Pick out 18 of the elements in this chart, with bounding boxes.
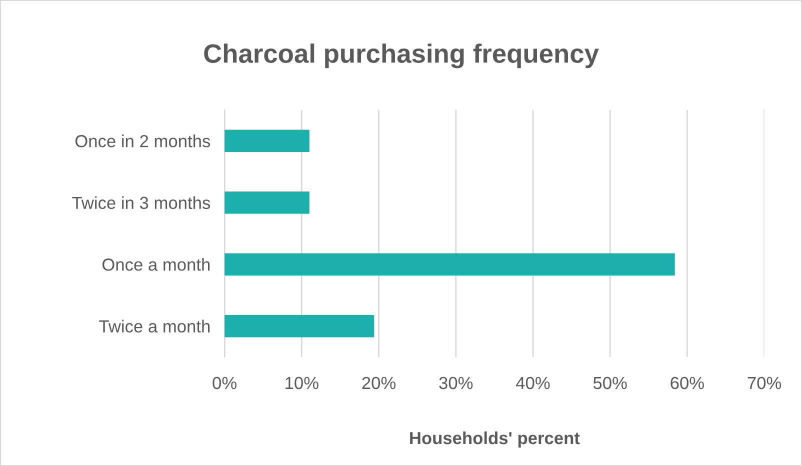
y-tick-label: Twice a month: [99, 320, 210, 333]
bar: [224, 314, 374, 338]
x-tick-label: 10%: [286, 376, 318, 390]
y-tick-label: Once in 2 months: [75, 134, 210, 148]
x-axis-title: Households' percent: [410, 431, 580, 448]
x-tick-label: 20%: [362, 376, 396, 390]
x-tick-label: 60%: [670, 376, 704, 390]
x-tick-label: 30%: [439, 376, 473, 390]
x-tick-label: 70%: [748, 376, 782, 390]
x-tick-label: 0%: [212, 376, 236, 390]
y-tick-label: Once a month: [102, 258, 210, 271]
chart-title: Charcoal purchasing frequency: [204, 44, 599, 68]
bar: [224, 130, 310, 152]
x-tick-label: 50%: [593, 376, 627, 390]
bar: [224, 191, 310, 214]
y-tick-label: Twice in 3 months: [72, 196, 210, 210]
x-tick-label: 40%: [516, 376, 550, 390]
bar: [224, 253, 675, 276]
